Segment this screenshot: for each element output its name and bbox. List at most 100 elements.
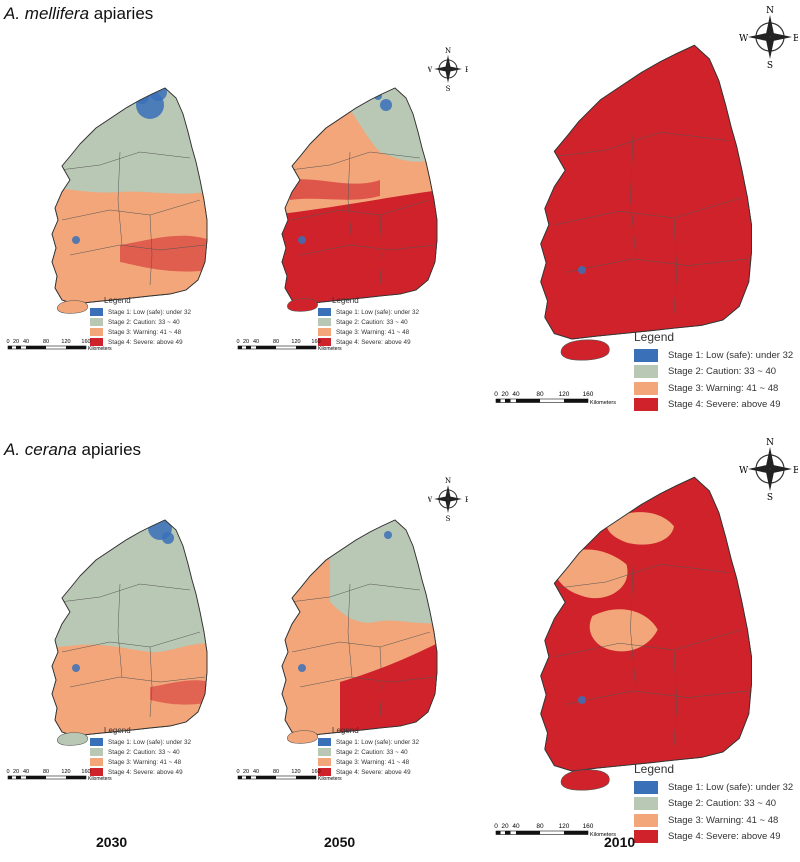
legend-title: Legend [104,726,131,735]
legend-title: Legend [634,330,675,344]
compass-rose-icon: N S E W [739,438,798,500]
scale-tick: 80 [536,823,544,830]
legend-label: Stage 3: Warning: 41 ~ 48 [668,814,779,826]
korea-map [540,476,753,772]
legend-title: Legend [332,726,359,735]
scale-tick: 40 [23,339,29,345]
species-name: A. cerana [4,440,77,459]
section-title-mellifera: A. mellifera apiaries [4,4,153,24]
compass-n: N [445,477,451,485]
legend-label: Stage 1: Low (safe): under 32 [668,349,794,361]
compass-e: E [793,466,798,476]
scale-tick: 160 [81,339,90,345]
legend-swatch [318,738,331,746]
jeju-island [56,300,89,314]
legend-swatch [634,830,658,844]
korea-map [51,87,208,305]
legend-label: Stage 3: Warning: 41 ~ 48 [336,328,410,336]
scale-tick: 160 [583,391,594,398]
legend-item: Stage 4: Severe: above 49 [90,337,191,347]
compass-w: W [428,496,433,504]
legend-item: Stage 1: Low (safe): under 32 [318,737,419,747]
legend-title: Legend [104,296,131,305]
scale-bar: 0 20 40 80 120 160 Kilometers [236,339,342,352]
scale-tick: 120 [291,769,300,775]
legend-swatch [90,318,103,326]
scale-tick: 20 [243,339,249,345]
scale-tick: 120 [61,769,70,775]
compass-w: W [739,34,749,44]
jeju-island [286,730,319,744]
compass-e: E [793,34,798,44]
scale-tick: 40 [253,339,259,345]
legend-label: Stage 2: Caution: 33 ~ 40 [336,318,408,326]
compass-s: S [446,515,451,522]
legend-label: Stage 4: Severe: above 49 [668,831,781,843]
legend-item: Stage 1: Low (safe): under 32 [634,779,793,796]
legend-item: Stage 2: Caution: 33 ~ 40 [318,317,419,327]
legend-swatch [634,780,658,794]
legend-swatch [90,338,103,346]
korea-map [540,44,753,340]
legend-label: Stage 1: Low (safe): under 32 [336,738,419,746]
compass-e: E [465,496,468,504]
scale-tick: 40 [512,823,520,830]
legend-label: Stage 4: Severe: above 49 [336,768,411,776]
scale-tick: 160 [311,339,320,345]
compass-rose-icon: N S E W [428,477,468,522]
scale-bar: 0 20 40 80 120 160 Kilometers [236,769,342,782]
legend-item: Stage 3: Warning: 41 ~ 48 [90,757,191,767]
scale-unit: Kilometers [590,832,616,838]
compass-e: E [465,66,468,74]
scale-tick: 0 [6,769,9,775]
jeju-island [560,769,611,791]
legend-swatch [634,365,658,379]
legend-swatch [634,797,658,811]
year-label-2050: 2050 [324,834,356,850]
scale-tick: 0 [494,391,498,398]
scale-tick: 20 [501,823,509,830]
legend-item: Stage 2: Caution: 33 ~ 40 [318,747,419,757]
scale-tick: 80 [43,339,49,345]
legend-label: Stage 2: Caution: 33 ~ 40 [108,318,180,326]
scale-bar: 0 20 40 80 120 160 Kilometers [494,391,616,406]
legend-item: Stage 4: Severe: above 49 [90,767,191,777]
legend-label: Stage 3: Warning: 41 ~ 48 [336,758,410,766]
compass-rose-icon: N S E W [739,6,798,68]
legend-item: Stage 2: Caution: 33 ~ 40 [90,747,191,757]
legend-swatch [90,758,103,766]
legend-label: Stage 1: Low (safe): under 32 [668,781,794,793]
species-suffix: apiaries [89,4,154,23]
legend-swatch [634,381,658,395]
legend-label: Stage 2: Caution: 33 ~ 40 [668,366,777,378]
legend-swatch [90,308,103,316]
legend-swatch [318,748,331,756]
legend-label: Stage 2: Caution: 33 ~ 40 [668,798,777,810]
compass-rose-icon: N S E W [428,47,468,92]
legend-swatch [90,328,103,336]
legend-swatch [318,308,331,316]
compass-n: N [766,438,774,448]
scale-tick: 160 [81,769,90,775]
korea-map [51,519,208,737]
legend-label: Stage 4: Severe: above 49 [108,338,183,346]
scale-unit: Kilometers [88,346,112,352]
scale-tick: 0 [236,769,239,775]
legend-item: Stage 4: Severe: above 49 [318,337,419,347]
legend-item: Stage 3: Warning: 41 ~ 48 [90,327,191,337]
legend-label: Stage 4: Severe: above 49 [668,399,781,411]
legend-swatch [634,398,658,412]
scale-tick: 0 [6,339,9,345]
legend-mellifera-2050: Legend Stage 1: Low (safe): under 32 Sta… [318,296,419,347]
legend-swatch [318,328,331,336]
scale-tick: 80 [273,339,279,345]
legend-item: Stage 2: Caution: 33 ~ 40 [90,317,191,327]
legend-swatch [318,338,331,346]
legend-label: Stage 2: Caution: 33 ~ 40 [336,748,408,756]
scale-tick: 120 [291,339,300,345]
legend-swatch [318,318,331,326]
legend-item: Stage 3: Warning: 41 ~ 48 [318,757,419,767]
year-label-2010: 2010 [604,834,636,850]
scale-bar: 0 20 40 80 120 160 Kilometers [494,823,616,838]
